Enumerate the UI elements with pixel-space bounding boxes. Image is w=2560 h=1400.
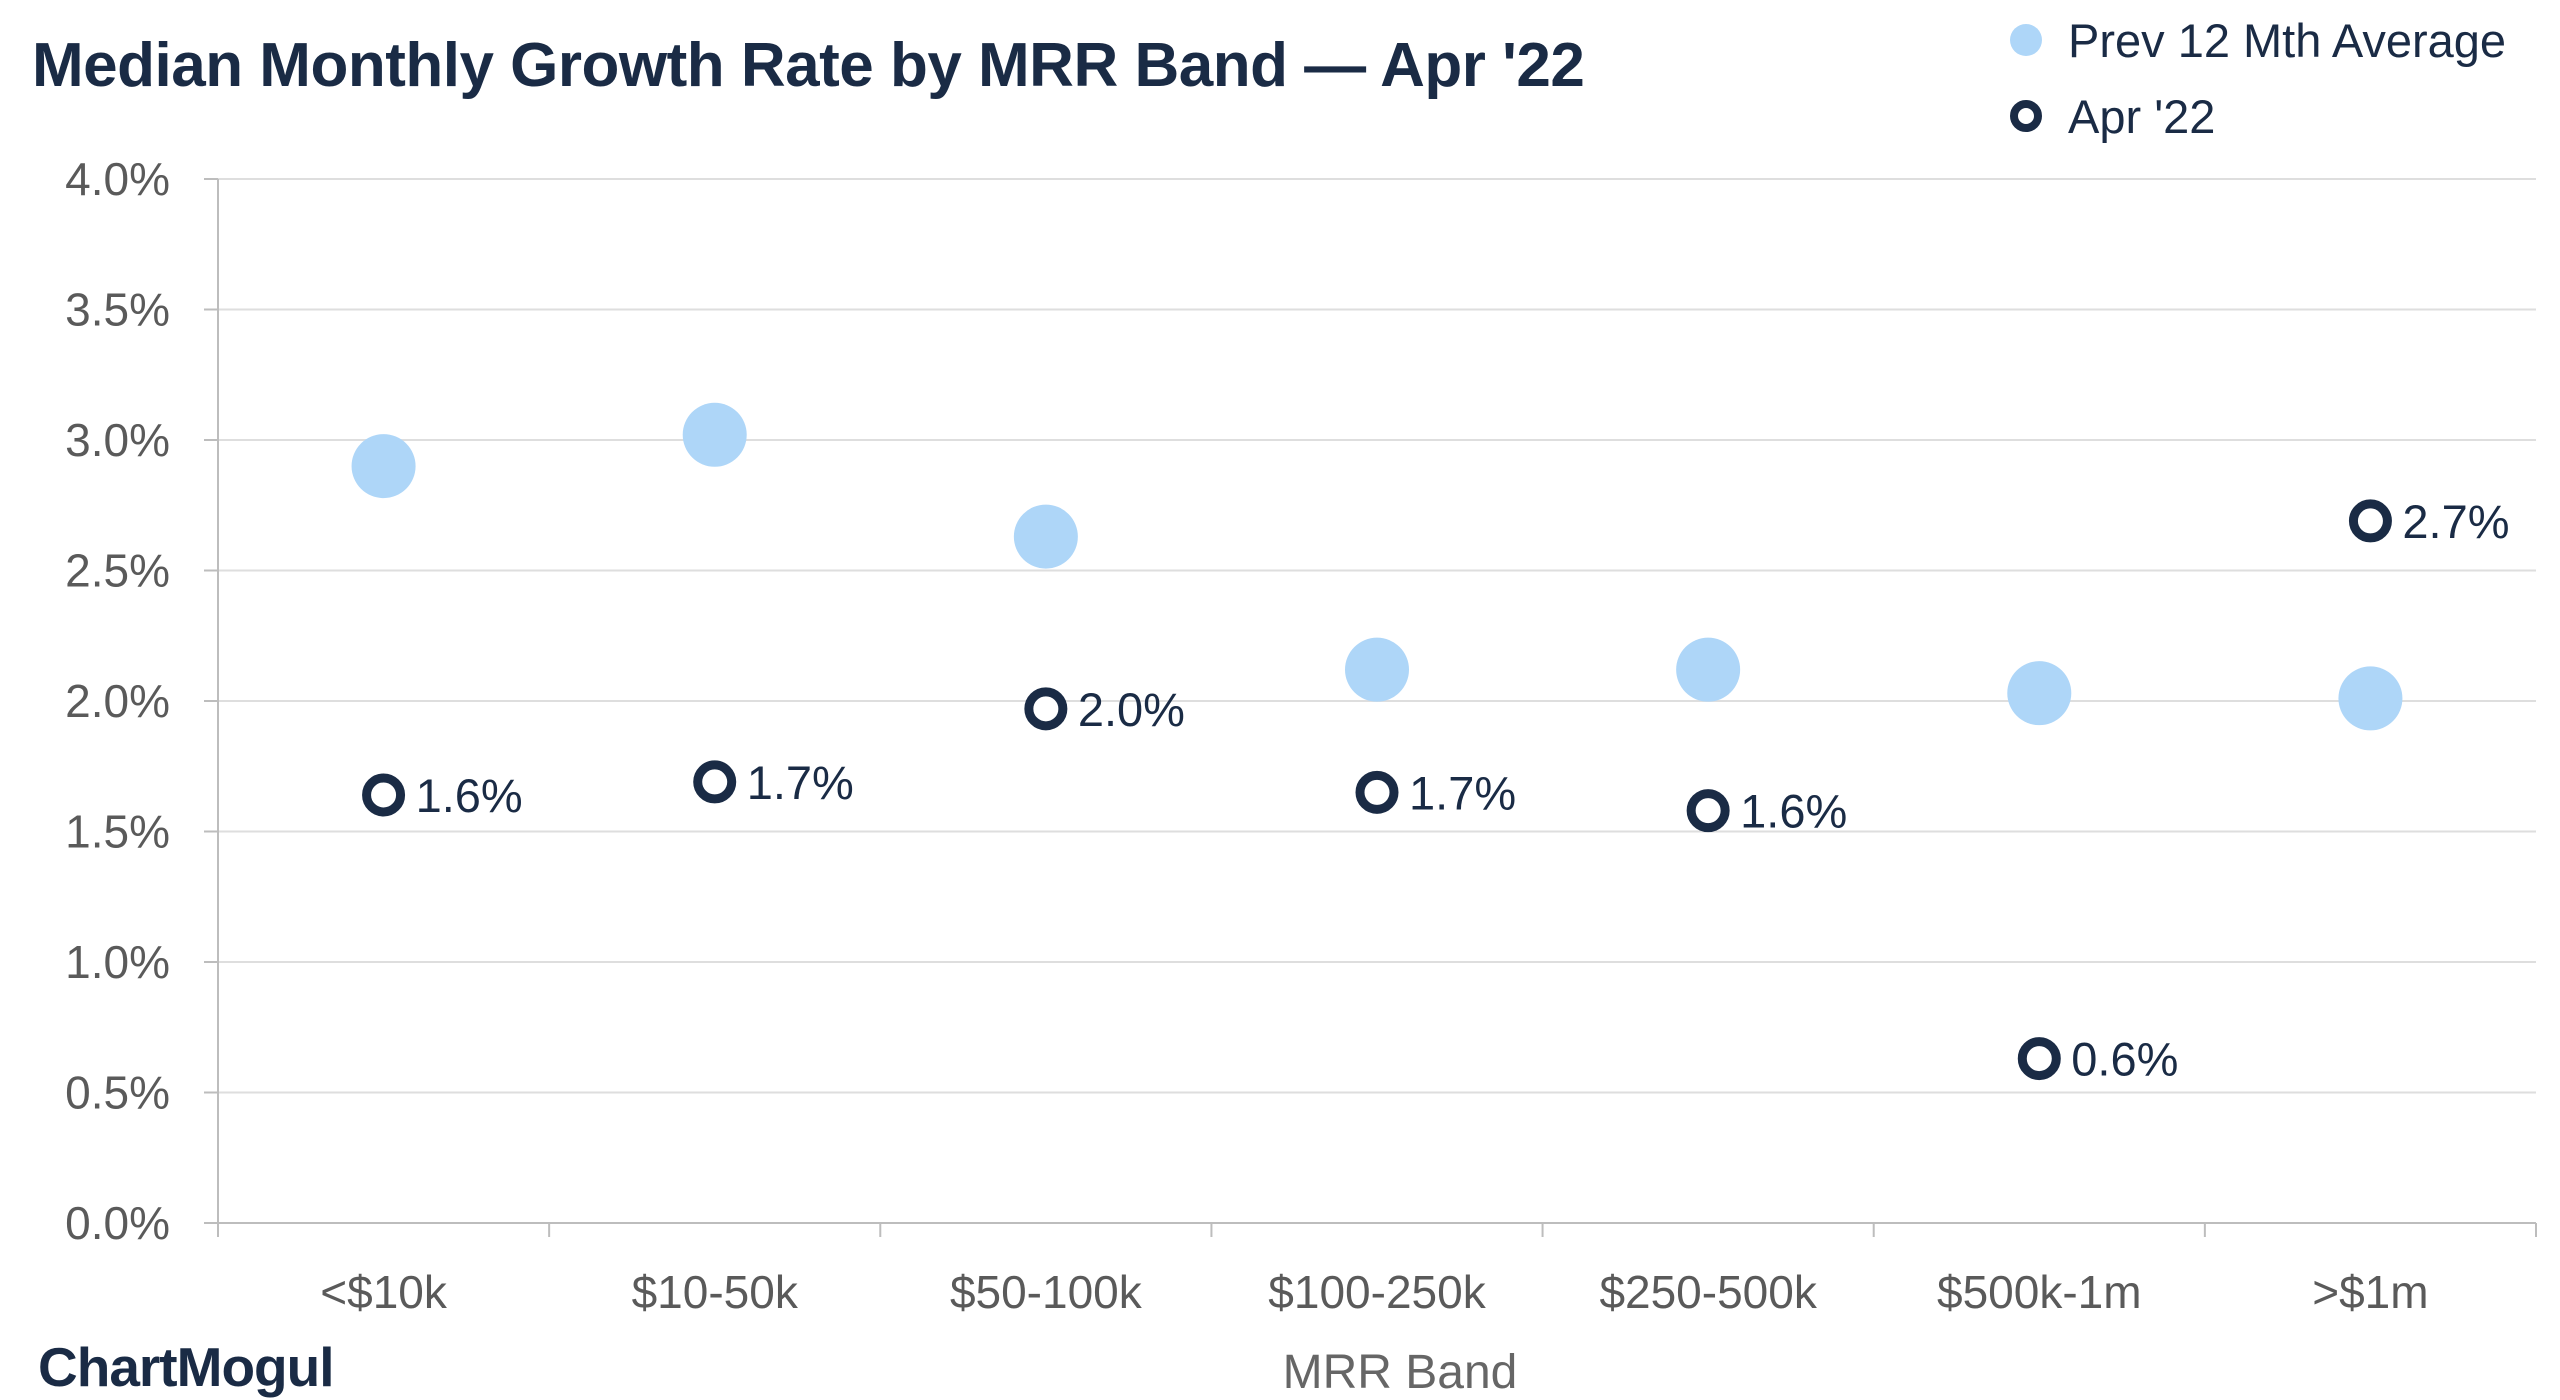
prev-average-point (682, 402, 747, 467)
legend-item-prev-average: Prev 12 Mth Average (2010, 2, 2506, 78)
y-tick-label: 3.0% (65, 414, 170, 466)
x-tick-label: $500k-1m (1937, 1266, 2142, 1318)
y-tick-label: 1.5% (65, 806, 170, 858)
x-tick-label: $100-250k (1268, 1266, 1486, 1318)
apr-22-point (2348, 499, 2392, 543)
apr-22-point (1355, 770, 1399, 814)
data-label: 1.6% (1740, 785, 1847, 838)
prev-average-point (1676, 637, 1741, 702)
legend-label: Apr '22 (2068, 89, 2216, 143)
x-tick-label: $50-100k (950, 1266, 1143, 1318)
x-tick-label: >$1m (2312, 1266, 2428, 1318)
data-label: 2.0% (1078, 683, 1185, 736)
data-label: 1.7% (1409, 766, 1516, 819)
y-tick-label: 1.0% (65, 936, 170, 988)
y-tick-label: 0.0% (65, 1197, 170, 1249)
data-label: 1.6% (416, 769, 523, 822)
chart-title: Median Monthly Growth Rate by MRR Band —… (32, 31, 1585, 100)
chartmogul-logo: ChartMogul (38, 1336, 335, 1398)
apr-22-point (1024, 687, 1068, 731)
prev-average-point (351, 434, 416, 499)
legend-hollow-circle-icon (2010, 100, 2042, 132)
x-tick-label: $10-50k (632, 1266, 799, 1318)
data-label: 1.7% (747, 756, 854, 809)
x-tick-label: $250-500k (1599, 1266, 1817, 1318)
apr-22-point (362, 773, 406, 817)
data-label: 2.7% (2402, 495, 2509, 548)
prev-average-point (1013, 504, 1078, 569)
apr-22-point (1686, 789, 1730, 833)
prev-average-point (2007, 661, 2072, 726)
y-tick-label: 4.0% (65, 153, 170, 205)
legend-item-apr-22: Apr '22 (2010, 78, 2506, 154)
apr-22-point (2017, 1037, 2061, 1081)
y-tick-label: 3.5% (65, 284, 170, 336)
data-label: 0.6% (2071, 1033, 2178, 1086)
legend-filled-circle-icon (2010, 24, 2042, 56)
y-tick-label: 0.5% (65, 1067, 170, 1119)
prev-average-point (2338, 666, 2403, 731)
y-tick-label: 2.5% (65, 545, 170, 597)
apr-22-point (693, 760, 737, 804)
prev-average-point (1345, 637, 1409, 702)
legend: Prev 12 Mth Average Apr '22 (2010, 2, 2506, 154)
legend-label: Prev 12 Mth Average (2068, 13, 2507, 67)
y-tick-label: 2.0% (65, 675, 170, 727)
x-axis-label: MRR Band (1282, 1346, 1518, 1399)
x-tick-label: <$10k (320, 1266, 448, 1318)
